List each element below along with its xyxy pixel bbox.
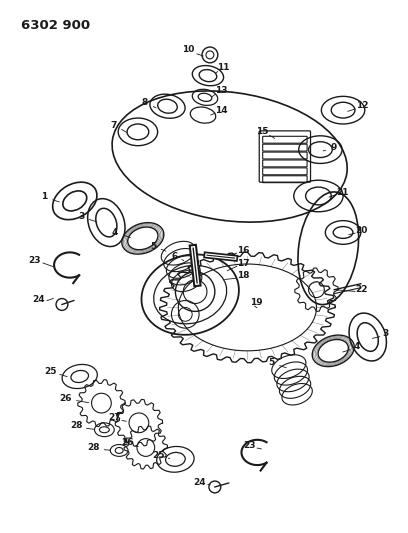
- Text: 26: 26: [60, 394, 72, 403]
- Text: 27: 27: [108, 414, 120, 423]
- Text: 9: 9: [330, 143, 337, 152]
- Text: 13: 13: [215, 86, 228, 95]
- Text: 11: 11: [217, 63, 230, 72]
- Text: 18: 18: [237, 271, 250, 280]
- Text: 25: 25: [44, 367, 56, 376]
- Text: 6: 6: [171, 252, 177, 261]
- Text: 12: 12: [355, 101, 368, 110]
- Text: 8: 8: [142, 98, 148, 107]
- Text: 5: 5: [268, 358, 274, 367]
- Text: 3: 3: [79, 212, 85, 221]
- Text: 28: 28: [87, 443, 100, 452]
- Text: 14: 14: [215, 106, 228, 115]
- Text: 22: 22: [355, 285, 368, 294]
- Text: 23: 23: [243, 441, 256, 450]
- Text: 28: 28: [71, 421, 83, 430]
- Text: 1: 1: [41, 192, 47, 201]
- Text: 15: 15: [256, 127, 268, 136]
- Text: 20: 20: [356, 226, 368, 235]
- Text: 6302 900: 6302 900: [20, 19, 90, 32]
- Text: 25: 25: [152, 451, 165, 460]
- Text: 24: 24: [193, 478, 205, 487]
- Text: 24: 24: [32, 295, 44, 304]
- Text: 16: 16: [237, 246, 250, 255]
- Text: 10: 10: [182, 45, 194, 54]
- Text: 4: 4: [112, 228, 118, 237]
- Text: 17: 17: [237, 259, 250, 268]
- Text: 21: 21: [336, 188, 348, 197]
- Text: 3: 3: [382, 328, 388, 337]
- Text: 4: 4: [354, 342, 360, 351]
- Text: 5: 5: [151, 242, 157, 251]
- Text: 23: 23: [28, 256, 40, 264]
- Text: 26: 26: [121, 438, 133, 447]
- Text: 7: 7: [110, 122, 116, 131]
- Text: 19: 19: [250, 298, 263, 307]
